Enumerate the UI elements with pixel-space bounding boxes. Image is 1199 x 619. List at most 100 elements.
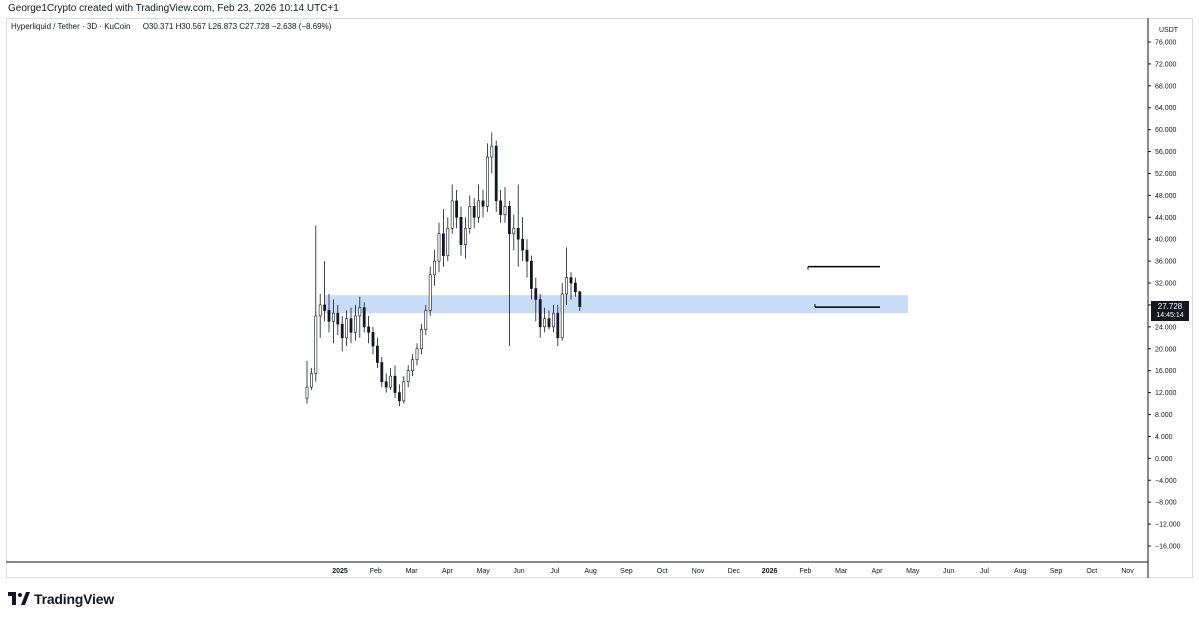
legend-close: C27.728 <box>239 22 270 31</box>
chart-frame <box>6 18 1193 578</box>
candle-body <box>309 373 313 388</box>
x-tick-label: Oct <box>1086 568 1097 575</box>
candle-body <box>450 200 454 229</box>
x-tick-label: Nov <box>692 568 705 575</box>
candle-body <box>481 200 485 207</box>
candle-body <box>358 307 362 317</box>
y-tick-label: 12.000 <box>1155 390 1177 397</box>
candle-body <box>459 217 463 245</box>
candle-body <box>380 362 384 382</box>
last-price-tag: 27.728 14:45:14 <box>1151 301 1189 321</box>
candle-body <box>569 277 573 284</box>
x-tick-label: Jul <box>980 568 989 575</box>
candle-body <box>375 345 379 363</box>
candle-body <box>468 206 472 229</box>
candle-body <box>433 260 437 276</box>
candle-body <box>534 288 538 300</box>
y-tick-label: 56.000 <box>1155 149 1177 156</box>
y-tick-label: −4.000 <box>1155 478 1177 485</box>
candle-body <box>490 145 494 158</box>
candle-body <box>318 304 322 317</box>
candle-body <box>543 318 547 328</box>
tradingview-logo-icon <box>8 592 30 606</box>
candle-body <box>406 370 410 382</box>
candle-body <box>565 277 569 295</box>
legend-low: L26.873 <box>208 22 238 31</box>
y-tick-label: 20.000 <box>1155 346 1177 353</box>
x-tick-label: Oct <box>657 568 668 575</box>
y-tick-label: 36.000 <box>1155 259 1177 266</box>
brand-name: TradingView <box>34 591 115 607</box>
candle-body <box>538 299 542 328</box>
x-tick-label: Nov <box>1121 568 1134 575</box>
y-tick-label: 0.000 <box>1155 456 1173 463</box>
y-tick-label: 4.000 <box>1155 434 1173 441</box>
candle-body <box>419 329 423 350</box>
y-tick-label: 8.000 <box>1155 412 1173 419</box>
candle-body <box>485 156 489 207</box>
candle-body <box>512 227 516 235</box>
candle-body <box>573 282 577 293</box>
candle-body <box>393 375 397 393</box>
candle-body <box>578 291 582 307</box>
currency-label[interactable]: USDT <box>1159 27 1179 34</box>
candle-body <box>499 200 503 215</box>
y-tick-label: 44.000 <box>1155 215 1177 222</box>
y-tick-label: 40.000 <box>1155 237 1177 244</box>
legend-high: H30.567 <box>175 22 206 31</box>
x-tick-label: 2025 <box>332 568 348 575</box>
legend-symbol[interactable]: Hyperliquid / Tether · 3D · KuCoin <box>11 22 131 31</box>
candle-body <box>331 312 335 322</box>
x-tick-label: Mar <box>835 568 848 575</box>
legend-change: −2.638 (−8.69%) <box>271 22 332 31</box>
candle-body <box>463 227 467 245</box>
candle-body <box>389 375 393 388</box>
symbol-legend: Hyperliquid / Tether · 3D · KuCoin O30.3… <box>11 22 331 31</box>
candle-body <box>402 381 406 402</box>
x-tick-label: Jul <box>550 568 559 575</box>
x-tick-label: Sep <box>620 568 633 575</box>
tradingview-brand[interactable]: TradingView <box>8 591 114 607</box>
y-tick-label: −8.000 <box>1155 500 1177 507</box>
candle-body <box>345 318 349 339</box>
x-tick-label: May <box>477 568 491 575</box>
y-tick-label: 24.000 <box>1155 324 1177 331</box>
y-tick-label: −16.000 <box>1155 544 1181 551</box>
candle-body <box>349 318 353 333</box>
y-tick-label: 16.000 <box>1155 368 1177 375</box>
candle-body <box>397 392 401 402</box>
x-tick-label: Jun <box>943 568 954 575</box>
candle-body <box>327 310 331 322</box>
candle-body <box>529 260 533 289</box>
x-tick-label: Apr <box>872 568 884 575</box>
candle-body <box>494 145 498 202</box>
chart-credit: George1Crypto created with TradingView.c… <box>8 3 339 14</box>
candle-body <box>367 326 371 333</box>
candle-body <box>556 312 560 339</box>
y-tick-label: 52.000 <box>1155 171 1177 178</box>
y-tick-label: 60.000 <box>1155 127 1177 134</box>
x-tick-label: Dec <box>728 568 741 575</box>
candle-body <box>560 293 564 339</box>
candle-body <box>547 318 551 328</box>
candle-body <box>437 233 441 262</box>
candle-body <box>521 238 525 251</box>
y-tick-label: 76.000 <box>1155 40 1177 47</box>
candle-body <box>472 206 476 218</box>
candle-body <box>455 200 459 218</box>
x-tick-label: Feb <box>370 568 382 575</box>
candle-body <box>551 312 555 328</box>
candle-body <box>503 206 507 215</box>
y-tick-label: −12.000 <box>1155 522 1181 529</box>
candle-body <box>477 200 481 218</box>
y-tick-label: 68.000 <box>1155 83 1177 90</box>
y-tick-label: 64.000 <box>1155 105 1177 112</box>
x-tick-label: Jun <box>513 568 524 575</box>
candle-body <box>525 249 529 262</box>
candle-body <box>516 227 520 240</box>
last-price-value: 27.728 <box>1157 302 1183 311</box>
x-tick-label: Apr <box>442 568 454 575</box>
candle-body <box>336 312 340 325</box>
legend-open: O30.371 <box>142 22 174 31</box>
